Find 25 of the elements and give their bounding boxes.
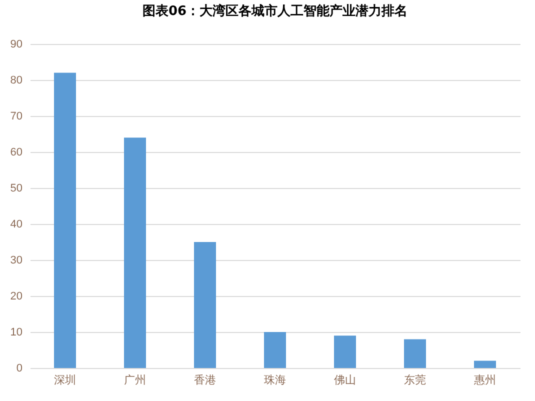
bar <box>474 360 496 368</box>
x-tick-label: 珠海 <box>264 374 286 386</box>
x-tick-label: 东莞 <box>404 374 426 386</box>
bar <box>334 336 356 368</box>
y-tick-label: 20 <box>10 290 22 302</box>
y-tick-label: 90 <box>10 38 22 50</box>
y-tick-label: 70 <box>10 110 22 122</box>
y-tick-label: 0 <box>16 362 22 374</box>
chart-title: 图表06：大湾区各城市人工智能产业潜力排名 <box>142 3 408 19</box>
bar <box>124 138 146 368</box>
y-tick-label: 30 <box>10 254 22 266</box>
bar <box>194 242 216 368</box>
bar <box>264 332 286 368</box>
y-tick-label: 60 <box>10 146 22 158</box>
x-tick-label: 广州 <box>124 374 146 386</box>
y-tick-label: 10 <box>10 326 22 338</box>
x-tick-label: 佛山 <box>334 374 356 386</box>
x-tick-label: 深圳 <box>54 374 76 386</box>
y-tick-label: 80 <box>10 74 22 86</box>
x-tick-label: 香港 <box>194 374 216 386</box>
x-tick-label: 惠州 <box>473 374 496 386</box>
y-tick-label: 40 <box>10 218 22 230</box>
bar <box>54 72 76 368</box>
bar <box>404 339 426 368</box>
y-tick-label: 50 <box>10 182 22 194</box>
